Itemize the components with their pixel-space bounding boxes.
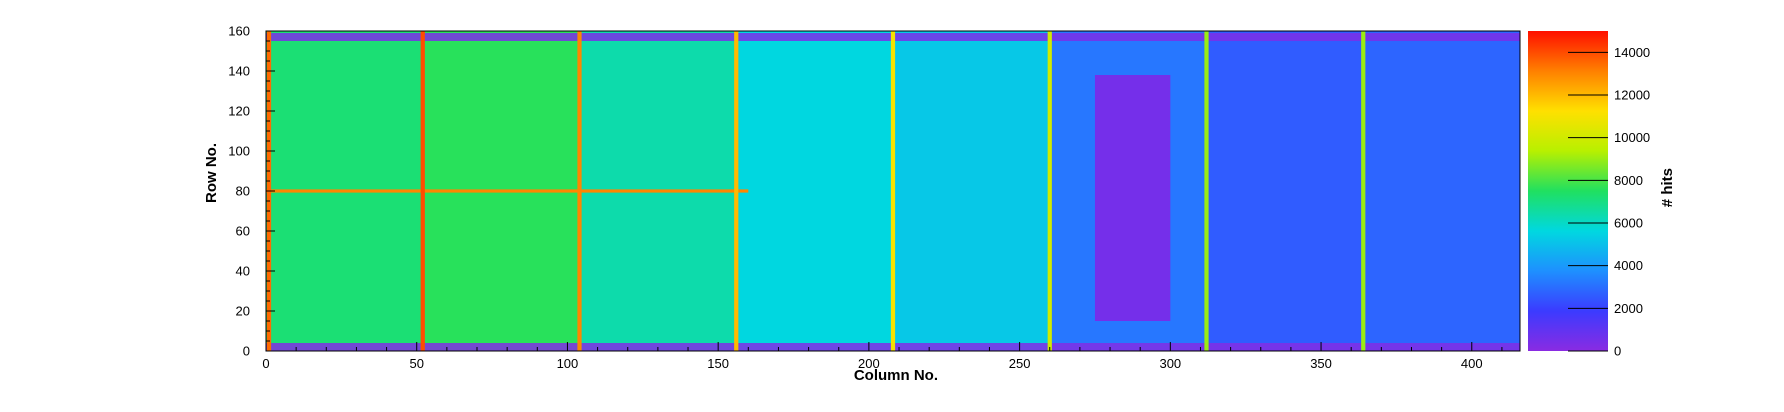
x-tick-label: 250	[1009, 356, 1031, 371]
heatmap-low-region	[1094, 75, 1171, 321]
color-palette: 0 2000 4000 6000 8000 10000 12000 14000	[1528, 31, 1650, 359]
x-tick-label: 0	[262, 356, 269, 371]
x-axis: 0 50 100 150 200 250 300 350 400	[262, 342, 1503, 371]
palette-tick-label: 2000	[1614, 301, 1643, 316]
heatmap-cell-block	[1206, 31, 1364, 351]
heatmap-cell-block	[893, 31, 1050, 351]
heatmap-cell-block	[736, 31, 893, 351]
palette-tick-label: 8000	[1614, 173, 1643, 188]
palette-tick-label: 4000	[1614, 258, 1643, 273]
y-tick-label: 100	[228, 144, 250, 159]
heatmap-hot-column	[1047, 31, 1052, 351]
y-tick-label: 140	[228, 64, 250, 79]
palette-tick-label: 6000	[1614, 216, 1643, 231]
x-tick-label: 50	[409, 356, 423, 371]
heatmap-hot-column	[890, 31, 896, 351]
y-axis: 0 20 40 60 80 100 120 140 160	[228, 24, 275, 359]
x-tick-label: 200	[858, 356, 880, 371]
y-tick-label: 0	[243, 344, 250, 359]
palette-tick-label: 0	[1614, 344, 1621, 359]
palette-gradient-bar	[1528, 31, 1608, 351]
y-tick-label: 40	[236, 264, 250, 279]
heatmap-hot-column	[420, 31, 425, 351]
x-axis-title: Column No.	[854, 367, 938, 384]
heatmap-hot-column	[1204, 31, 1209, 351]
palette-tick-label: 12000	[1614, 88, 1650, 103]
x-tick-label: 400	[1461, 356, 1483, 371]
y-tick-label: 80	[236, 184, 250, 199]
heatmap-hot-column	[734, 31, 739, 351]
z-axis-title: # hits	[1659, 168, 1676, 207]
heatmap-hot-row	[266, 189, 749, 193]
y-axis-title: Row No.	[203, 143, 220, 203]
heatmap-hot-column	[1361, 31, 1366, 351]
x-tick-label: 100	[557, 356, 579, 371]
y-tick-label: 120	[228, 104, 250, 119]
x-tick-label: 300	[1159, 356, 1181, 371]
x-tick-label: 350	[1310, 356, 1332, 371]
palette-tick-label: 10000	[1614, 130, 1650, 145]
heatmap-cell-block	[1363, 31, 1520, 351]
x-tick-label: 150	[707, 356, 729, 371]
y-tick-label: 160	[228, 24, 250, 39]
y-tick-label: 20	[236, 304, 250, 319]
y-tick-label: 60	[236, 224, 250, 239]
heatmap-hot-column	[577, 31, 582, 351]
palette-tick-label: 14000	[1614, 45, 1650, 60]
heatmap-plot-area	[266, 31, 1520, 351]
